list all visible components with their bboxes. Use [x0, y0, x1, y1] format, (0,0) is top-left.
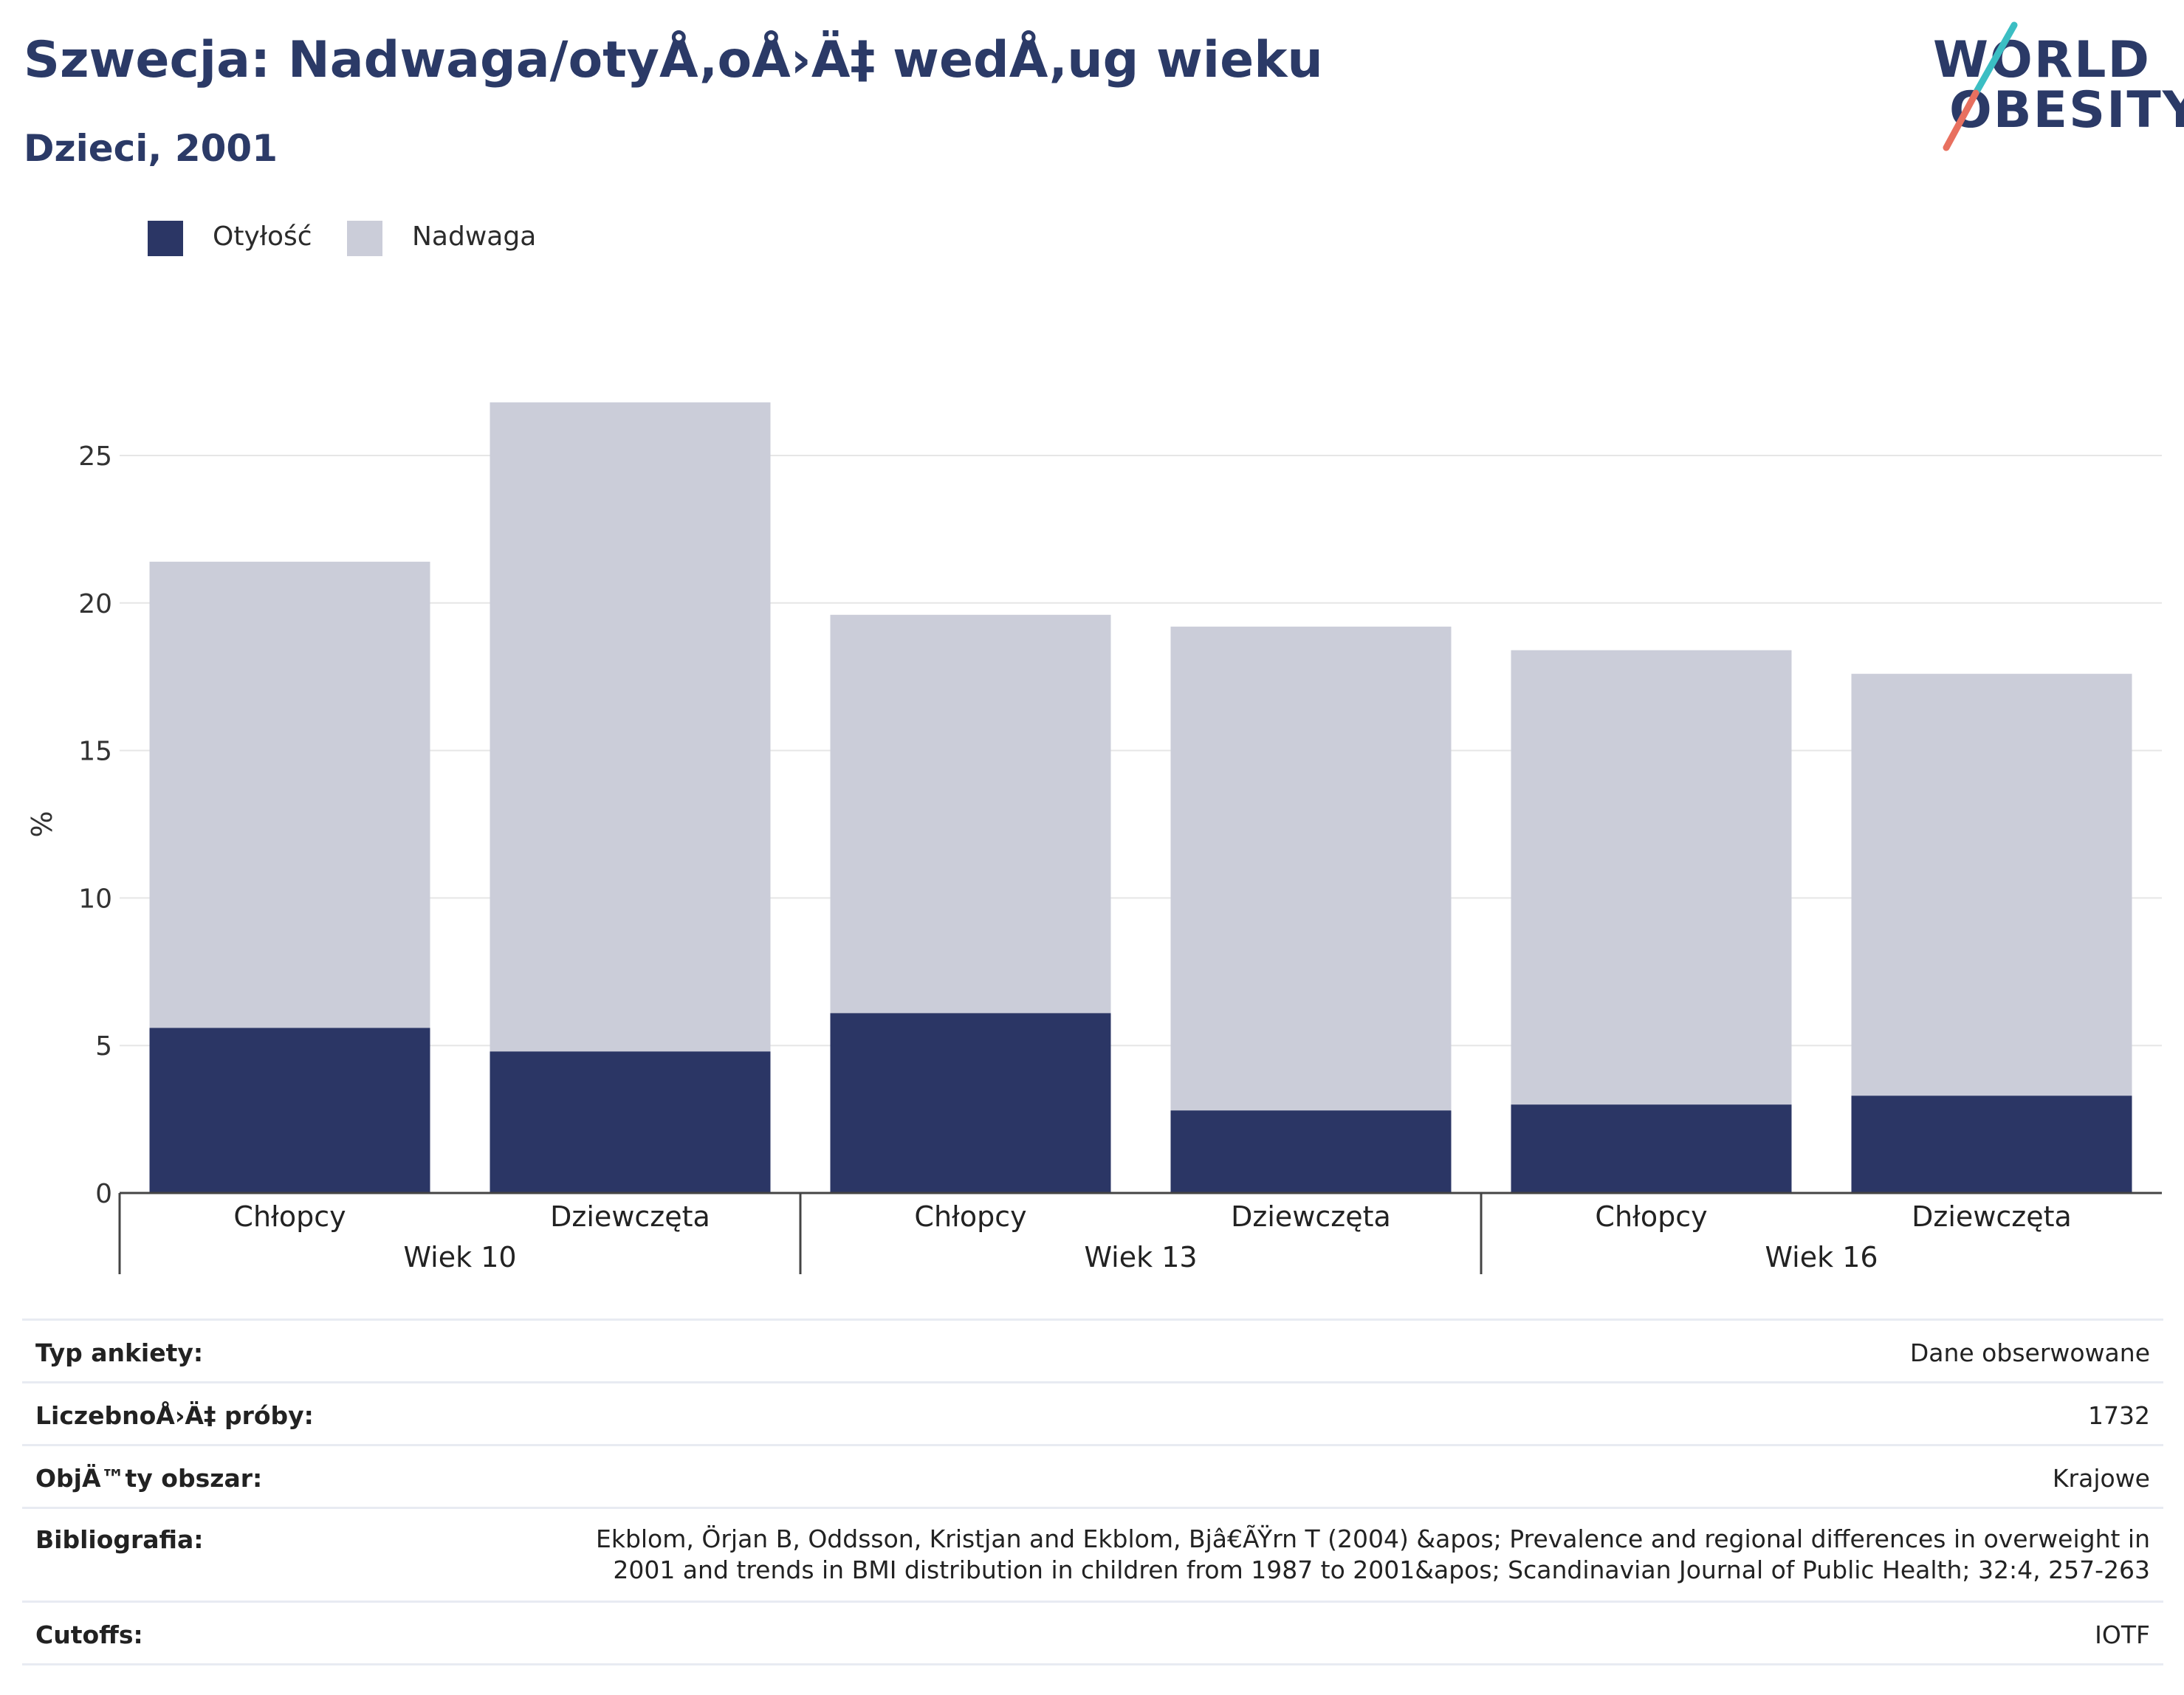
legend-swatch-nadwaga	[347, 221, 382, 256]
y-tick-label: 15	[78, 737, 112, 767]
bar-chart: 0 5 10 15 20 25% Chłopcy Dziewczęta Chłopcy Dziew…	[26, 402, 2162, 1274]
logo-line-1: WORLD	[1933, 31, 2151, 89]
bar-nadwaga	[149, 561, 430, 1028]
metadata-key: Cutoffs:	[35, 1620, 143, 1649]
logo-slash-icon	[1943, 21, 2018, 151]
metadata-value: Dane obserwowane	[1909, 1338, 2150, 1367]
metadata-value: Ekblom, Örjan B, Oddsson, Kristjan and E…	[595, 1524, 2150, 1584]
x-tick-label: Chłopcy	[1595, 1200, 1707, 1233]
bar-nadwaga	[1511, 650, 1792, 1105]
metadata-row: Typ ankiety: Dane obserwowane	[22, 1318, 2163, 1381]
group-label: Wiek 10	[403, 1241, 516, 1273]
chart-subtitle: Dzieci, 2001	[24, 127, 278, 170]
chart-title: Szwecja: Nadwaga/otyÅ‚oÅ›Ä‡ wedÅ‚ug wiek…	[24, 31, 1323, 89]
metadata-key: LiczebnoÅ›Ä‡ próby:	[35, 1401, 314, 1430]
y-tick-label: 0	[95, 1179, 112, 1209]
legend-swatch-otylosc	[148, 221, 183, 256]
y-axis-label: %	[26, 811, 58, 837]
y-tick-label: 5	[95, 1031, 112, 1062]
x-tick-label: Dziewczęta	[1231, 1200, 1391, 1233]
x-tick-label: Dziewczęta	[550, 1200, 710, 1233]
legend-label-nadwaga: Nadwaga	[412, 221, 537, 252]
x-tick-label: Dziewczęta	[1912, 1200, 2072, 1233]
y-tick-label: 25	[78, 441, 112, 472]
y-tick-label: 20	[78, 589, 112, 619]
metadata-table: Typ ankiety: Dane obserwowane LiczebnoÅ›Ä‡…	[22, 1318, 2163, 1665]
metadata-table-end	[22, 1663, 2163, 1665]
world-obesity-logo: WORLD OBESITY	[1927, 21, 2184, 154]
group-label: Wiek 13	[1084, 1241, 1197, 1273]
legend-label-otylosc: Otyłość	[213, 221, 312, 252]
group-label: Wiek 16	[1765, 1241, 1878, 1273]
metadata-value: IOTF	[2095, 1620, 2150, 1649]
metadata-value: 1732	[2088, 1401, 2150, 1430]
x-tick-label: Chłopcy	[914, 1200, 1026, 1233]
metadata-value: Krajowe	[2052, 1464, 2150, 1493]
bar-otylosc	[149, 1028, 430, 1193]
metadata-key: ObjÄ™ty obszar:	[35, 1464, 263, 1493]
metadata-row: ObjÄ™ty obszar: Krajowe	[22, 1444, 2163, 1507]
bar-nadwaga	[1851, 673, 2132, 1096]
bar-otylosc	[1511, 1104, 1792, 1193]
bar-nadwaga	[1170, 626, 1452, 1111]
x-tick-label: Chłopcy	[233, 1200, 346, 1233]
metadata-row: LiczebnoÅ›Ä‡ próby: 1732	[22, 1381, 2163, 1444]
metadata-row: Cutoffs: IOTF	[22, 1601, 2163, 1663]
logo-line-2: OBESITY	[1949, 81, 2184, 140]
y-tick-label: 10	[78, 884, 112, 914]
bar-otylosc	[1170, 1110, 1452, 1193]
bar-otylosc	[830, 1013, 1111, 1193]
metadata-key: Bibliografia:	[35, 1525, 204, 1554]
bar-otylosc	[1851, 1096, 2132, 1193]
metadata-key: Typ ankiety:	[35, 1338, 204, 1367]
bar-otylosc	[490, 1051, 771, 1193]
metadata-row: Bibliografia: Ekblom, Örjan B, Oddsson, K…	[22, 1507, 2163, 1601]
bar-nadwaga	[490, 402, 771, 1052]
bar-nadwaga	[830, 614, 1111, 1014]
